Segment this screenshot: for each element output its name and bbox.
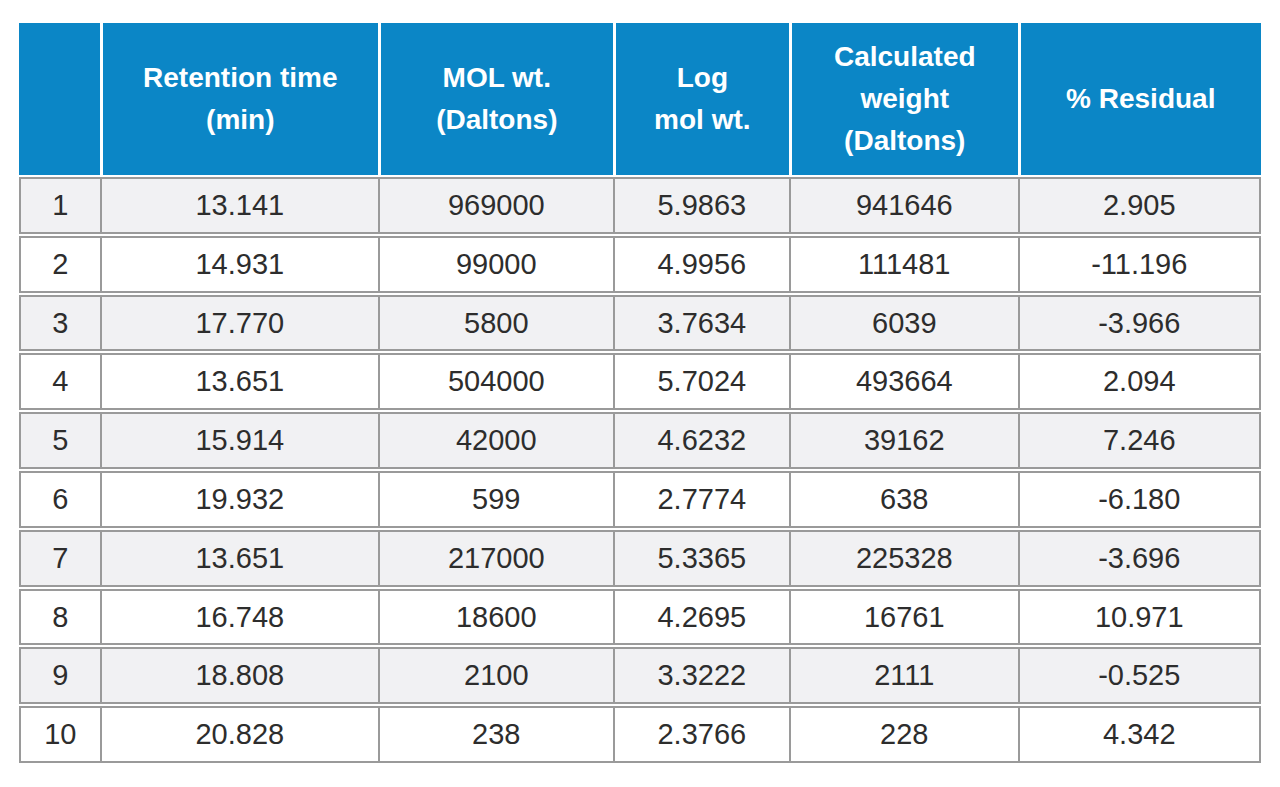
row-number-cell: 1	[19, 177, 100, 234]
table-row: 816.748186004.26951676110.971	[19, 589, 1261, 646]
data-cell: 969000	[378, 177, 613, 234]
data-cell: 228	[789, 706, 1018, 763]
data-cell: 4.342	[1018, 706, 1261, 763]
table-row: 317.77058003.76346039-3.966	[19, 295, 1261, 352]
data-cell: 941646	[789, 177, 1018, 234]
row-number-cell: 3	[19, 295, 100, 352]
row-number-cell: 10	[19, 706, 100, 763]
data-cell: 7.246	[1018, 412, 1261, 469]
table-row: 515.914420004.6232391627.246	[19, 412, 1261, 469]
column-header: Retention time (min)	[100, 23, 378, 175]
data-cell: 13.141	[100, 177, 378, 234]
data-cell: -0.525	[1018, 647, 1261, 704]
data-cell: 16.748	[100, 589, 378, 646]
molecular-weight-calibration-table: Retention time (min)MOL wt. (Daltons)Log…	[19, 21, 1261, 765]
table-row: 918.80821003.32222111-0.525	[19, 647, 1261, 704]
data-cell: 10.971	[1018, 589, 1261, 646]
table-row: 619.9325992.7774638-6.180	[19, 471, 1261, 528]
data-cell: 111481	[789, 236, 1018, 293]
data-cell: 3.7634	[613, 295, 789, 352]
data-cell: 13.651	[100, 353, 378, 410]
data-cell: 5.7024	[613, 353, 789, 410]
row-number-cell: 6	[19, 471, 100, 528]
data-cell: 18.808	[100, 647, 378, 704]
data-cell: 2100	[378, 647, 613, 704]
row-number-cell: 8	[19, 589, 100, 646]
data-cell: -3.696	[1018, 530, 1261, 587]
header-row: Retention time (min)MOL wt. (Daltons)Log…	[19, 23, 1261, 175]
data-cell: 17.770	[100, 295, 378, 352]
row-number-cell: 2	[19, 236, 100, 293]
data-cell: 15.914	[100, 412, 378, 469]
data-cell: 599	[378, 471, 613, 528]
table-row: 214.931990004.9956111481-11.196	[19, 236, 1261, 293]
data-cell: 39162	[789, 412, 1018, 469]
row-number-cell: 9	[19, 647, 100, 704]
data-cell: 238	[378, 706, 613, 763]
row-number-cell: 5	[19, 412, 100, 469]
row-number-cell: 7	[19, 530, 100, 587]
data-cell: 4.6232	[613, 412, 789, 469]
data-cell: 20.828	[100, 706, 378, 763]
data-cell: 2.3766	[613, 706, 789, 763]
column-header-blank	[19, 23, 100, 175]
data-cell: 504000	[378, 353, 613, 410]
data-cell: 13.651	[100, 530, 378, 587]
data-cell: 16761	[789, 589, 1018, 646]
data-cell: 18600	[378, 589, 613, 646]
data-cell: -6.180	[1018, 471, 1261, 528]
data-cell: 2.094	[1018, 353, 1261, 410]
table-row: 713.6512170005.3365225328-3.696	[19, 530, 1261, 587]
column-header: % Residual	[1018, 23, 1261, 175]
data-cell: 2111	[789, 647, 1018, 704]
table-row: 1020.8282382.37662284.342	[19, 706, 1261, 763]
data-cell: 5.3365	[613, 530, 789, 587]
page: Retention time (min)MOL wt. (Daltons)Log…	[0, 0, 1280, 787]
data-cell: 225328	[789, 530, 1018, 587]
table-row: 413.6515040005.70244936642.094	[19, 353, 1261, 410]
data-cell: 19.932	[100, 471, 378, 528]
column-header: Log mol wt.	[613, 23, 789, 175]
data-cell: 5800	[378, 295, 613, 352]
data-cell: 3.3222	[613, 647, 789, 704]
data-cell: 99000	[378, 236, 613, 293]
table-body: 113.1419690005.98639416462.905214.931990…	[19, 177, 1261, 763]
data-cell: 638	[789, 471, 1018, 528]
table-row: 113.1419690005.98639416462.905	[19, 177, 1261, 234]
data-cell: 493664	[789, 353, 1018, 410]
data-cell: -3.966	[1018, 295, 1261, 352]
data-cell: 42000	[378, 412, 613, 469]
row-number-cell: 4	[19, 353, 100, 410]
data-cell: 6039	[789, 295, 1018, 352]
data-cell: 217000	[378, 530, 613, 587]
data-cell: 5.9863	[613, 177, 789, 234]
column-header: Calculated weight (Daltons)	[789, 23, 1018, 175]
data-cell: 4.2695	[613, 589, 789, 646]
data-cell: 14.931	[100, 236, 378, 293]
data-cell: 2.7774	[613, 471, 789, 528]
data-cell: 4.9956	[613, 236, 789, 293]
data-cell: 2.905	[1018, 177, 1261, 234]
column-header: MOL wt. (Daltons)	[378, 23, 613, 175]
table-header: Retention time (min)MOL wt. (Daltons)Log…	[19, 23, 1261, 175]
data-cell: -11.196	[1018, 236, 1261, 293]
